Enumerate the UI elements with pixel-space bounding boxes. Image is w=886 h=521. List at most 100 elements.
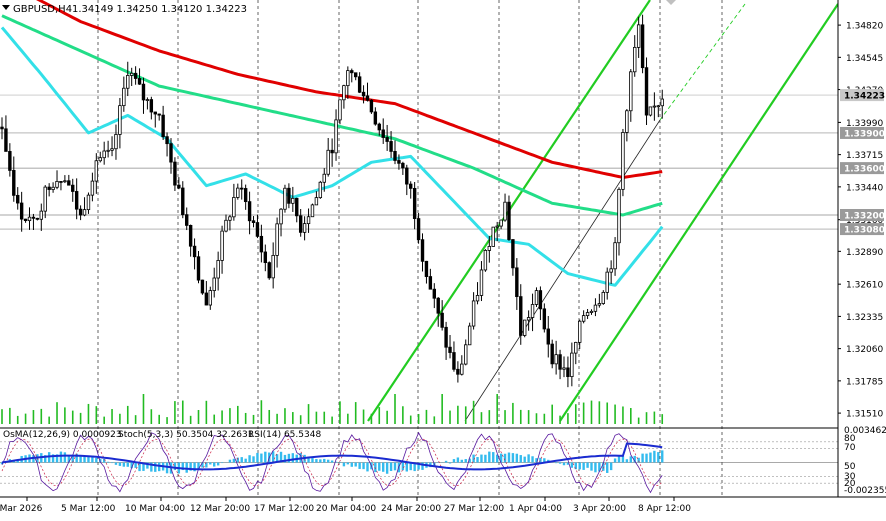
candle-body: [503, 201, 507, 221]
candle-body: [416, 218, 421, 241]
candle-body: [585, 312, 590, 317]
candle-body: [405, 167, 409, 185]
price-level-box: [840, 162, 884, 175]
candle-body: [279, 208, 283, 225]
candle-body: [322, 173, 326, 183]
osma-label: OsMA(12,26,9) 0.0000923: [3, 430, 122, 440]
candle-body: [295, 197, 299, 217]
candle-body: [94, 160, 99, 182]
candle-body: [27, 216, 32, 222]
candle-body: [530, 304, 535, 318]
price-tick-label: 1.33160: [846, 216, 883, 226]
rsi-line: [1, 442, 663, 471]
candle-body: [318, 181, 323, 199]
candle-body: [511, 239, 515, 269]
candle-body: [566, 367, 570, 378]
candle-body: [298, 215, 303, 233]
candle-body: [251, 220, 256, 223]
candle-body: [574, 341, 578, 354]
candle-body: [597, 303, 602, 306]
price-tick-label: 1.32060: [846, 345, 883, 355]
candle-body: [570, 352, 574, 378]
candle-body: [373, 111, 378, 125]
candle-body: [302, 223, 307, 233]
price-tick-label: 1.34545: [846, 54, 883, 64]
price-tick-label: 1.31785: [846, 377, 883, 387]
candle-body: [479, 269, 484, 296]
price-level-box: [840, 209, 884, 221]
candle-body: [137, 78, 142, 85]
candle-body: [460, 363, 464, 375]
candle-body: [542, 308, 547, 330]
candle-body: [129, 72, 134, 76]
stoch-main-line: [1, 431, 663, 494]
oscillator-panel: [0, 427, 886, 494]
time-tick-label: 2 Mar 2026: [0, 504, 43, 514]
candle-body: [428, 276, 433, 290]
price-axis-panel: [838, 0, 886, 497]
candle-body: [118, 105, 122, 135]
candle-body: [613, 242, 617, 270]
candle-body: [43, 186, 47, 212]
candle-body: [338, 99, 342, 121]
candle-body: [432, 288, 436, 299]
candle-body: [456, 368, 460, 375]
candle-body: [393, 151, 397, 161]
candle-body: [464, 344, 468, 365]
candle-body: [660, 98, 664, 107]
candle-body: [240, 187, 244, 190]
candle-body: [365, 95, 370, 101]
candle-body: [625, 110, 629, 133]
candle-body: [188, 224, 193, 247]
candle-body: [283, 187, 287, 210]
candle-body: [133, 72, 138, 79]
collapse-arrow-icon[interactable]: [2, 5, 10, 10]
stoch-label: Stoch(5,3,3) 50.3504 32.2631: [118, 430, 253, 440]
candle-body: [267, 262, 271, 279]
candle-body: [208, 290, 212, 306]
candle-body: [196, 256, 201, 281]
candle-body: [291, 197, 295, 204]
candle-body: [114, 134, 118, 150]
candle-body: [636, 24, 641, 48]
candle-body: [153, 111, 157, 115]
candle-body: [377, 123, 381, 131]
candle-body: [648, 106, 653, 116]
candle-body: [483, 250, 488, 271]
candle-body: [369, 99, 374, 113]
candle-body: [609, 268, 613, 273]
time-tick-label: 17 Mar 12:00: [254, 504, 314, 514]
candle-body: [161, 114, 165, 138]
candle-body: [656, 105, 661, 108]
candle-body: [169, 143, 173, 163]
shift-marker-icon[interactable]: [666, 0, 676, 5]
time-tick-label: 12 Mar 20:00: [190, 504, 250, 514]
candle-body: [578, 320, 582, 343]
candle-body: [487, 246, 492, 251]
price-level-box: [840, 126, 884, 139]
candle-body: [157, 113, 161, 116]
time-tick-label: 27 Mar 12:00: [444, 504, 504, 514]
time-tick-label: 24 Mar 20:00: [381, 504, 441, 514]
candle-body: [63, 180, 67, 183]
candle-body: [621, 132, 625, 190]
candle-body: [357, 76, 362, 93]
price-tick-label: 1.31510: [846, 410, 883, 420]
candle-body: [228, 216, 232, 221]
candle-body: [534, 290, 539, 305]
time-tick-label: 20 Mar 04:00: [316, 504, 376, 514]
rsi-label: RSI(14) 65.5348: [248, 430, 321, 440]
ema-red-line: [36, 0, 663, 179]
price-level-label: 1.33900: [844, 129, 885, 139]
candle-body: [31, 216, 36, 219]
price-level-label: 1.33080: [844, 226, 885, 236]
candle-body: [467, 325, 472, 346]
candle-body: [236, 187, 240, 198]
candle-body: [546, 328, 550, 345]
candle-body: [342, 85, 346, 101]
osc-tick-label: 30: [844, 472, 856, 482]
candle-body: [401, 162, 405, 169]
